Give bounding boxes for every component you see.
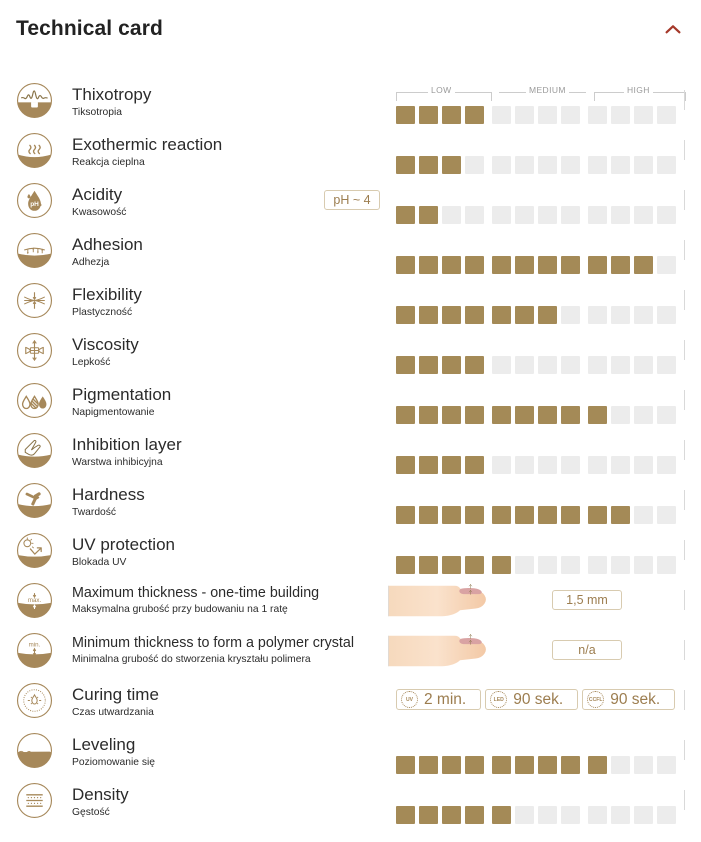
- svg-text:max.: max.: [28, 597, 42, 604]
- svg-text:pH: pH: [30, 201, 39, 208]
- svg-text:min.: min.: [29, 642, 41, 649]
